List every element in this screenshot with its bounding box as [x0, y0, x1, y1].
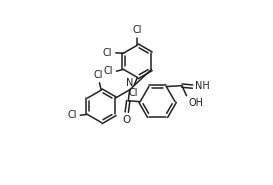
Text: O: O [122, 115, 130, 125]
Text: Cl: Cl [133, 25, 142, 35]
Text: Cl: Cl [103, 48, 112, 58]
Text: NH: NH [195, 81, 210, 91]
Text: Cl: Cl [94, 70, 103, 80]
Text: Cl: Cl [129, 88, 138, 98]
Text: N: N [126, 78, 134, 88]
Text: Cl: Cl [104, 66, 113, 76]
Text: OH: OH [188, 98, 203, 108]
Text: Cl: Cl [68, 110, 77, 120]
